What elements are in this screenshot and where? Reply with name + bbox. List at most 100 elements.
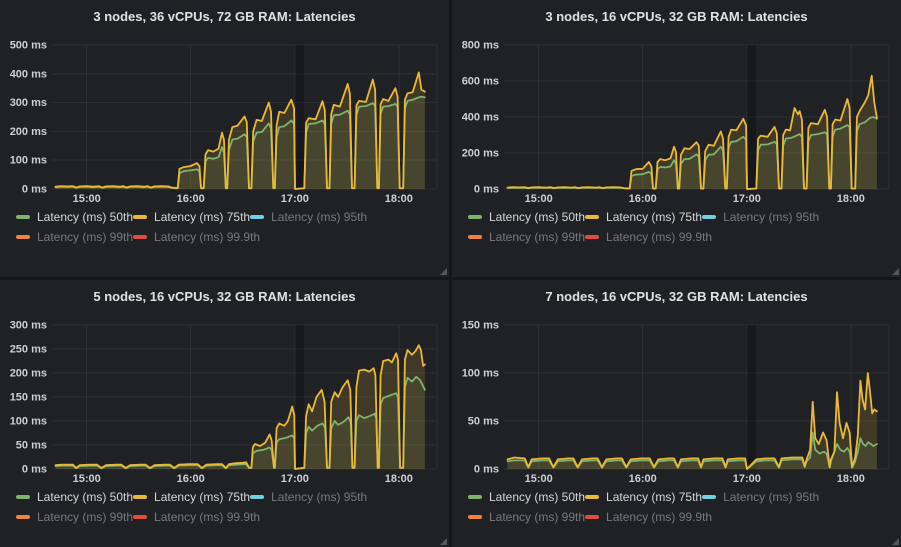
latency-chart-3n-16c[interactable]: 0 ms 200 ms 400 ms 600 ms 800 ms 15:00 16:00 17… [460,37,893,205]
panel-7-nodes-16-vcpus: 7 nodes, 16 vCPUs, 32 GB RAM: Latencies … [452,280,901,547]
p99-series-swatch-icon [16,235,30,239]
p999-series-swatch-icon [133,515,148,519]
p50-series-swatch-icon [468,215,482,219]
panel-title[interactable]: 7 nodes, 16 vCPUs, 32 GB RAM: Latencies [545,289,808,304]
panel-5-nodes-16-vcpus: 5 nodes, 16 vCPUs, 32 GB RAM: Latencies … [0,280,449,547]
svg-text:150 ms: 150 ms [10,392,47,404]
p95-series-swatch-icon [702,495,717,499]
legend-row: Latency (ms) 99th Latency (ms) 99.9th [16,227,441,247]
svg-text:0 ms: 0 ms [22,184,47,196]
legend-item-label: Latency (ms) 95th [723,490,820,504]
legend-item-p99[interactable]: Latency (ms) 99th [16,230,133,244]
legend-item-p95[interactable]: Latency (ms) 95th [250,490,367,504]
legend-item-p50[interactable]: Latency (ms) 50th [16,490,133,504]
legend: Latency (ms) 50th Latency (ms) 75th Latenc… [460,205,893,247]
legend-item-label: Latency (ms) 50th [489,210,586,224]
legend-row: Latency (ms) 99th Latency (ms) 99.9th [16,507,441,527]
legend-item-p50[interactable]: Latency (ms) 50th [468,490,585,504]
legend-item-p75[interactable]: Latency (ms) 75th [585,490,702,504]
svg-text:15:00: 15:00 [73,193,101,205]
p75-series-swatch-icon [133,495,148,499]
svg-text:200 ms: 200 ms [10,368,47,380]
legend-item-p75[interactable]: Latency (ms) 75th [133,490,250,504]
panel-title[interactable]: 3 nodes, 36 vCPUs, 72 GB RAM: Latencies [93,9,356,24]
p999-series-swatch-icon [585,515,600,519]
legend-item-p99[interactable]: Latency (ms) 99th [468,510,585,524]
p95-series-swatch-icon [702,215,717,219]
legend-row: Latency (ms) 50th Latency (ms) 75th Latenc… [468,207,893,227]
svg-text:100 ms: 100 ms [10,416,47,428]
legend: Latency (ms) 50th Latency (ms) 75th Latenc… [8,205,441,247]
panel-title[interactable]: 5 nodes, 16 vCPUs, 32 GB RAM: Latencies [93,289,356,304]
panel-resize-handle[interactable] [892,268,899,275]
legend-item-label: Latency (ms) 50th [37,210,134,224]
legend-item-p999[interactable]: Latency (ms) 99.9th [585,230,712,244]
svg-text:16:00: 16:00 [177,473,205,485]
latency-chart-5n-16c[interactable]: 0 ms 50 ms 100 ms 150 ms 200 ms 250 ms 300 ms 1… [8,317,441,485]
svg-text:15:00: 15:00 [73,473,101,485]
svg-text:150 ms: 150 ms [462,320,499,332]
svg-text:600 ms: 600 ms [462,76,499,88]
legend-item-label: Latency (ms) 99th [37,230,134,244]
svg-text:17:00: 17:00 [733,193,761,205]
latency-chart-3n-36c[interactable]: 0 ms 100 ms 200 ms 300 ms 400 ms 500 ms 15:00 1… [8,37,441,205]
legend-item-label: Latency (ms) 75th [154,490,251,504]
legend-row: Latency (ms) 50th Latency (ms) 75th Latenc… [16,487,441,507]
legend-item-p75[interactable]: Latency (ms) 75th [133,210,250,224]
svg-text:15:00: 15:00 [525,473,553,485]
legend-row: Latency (ms) 50th Latency (ms) 75th Latenc… [16,207,441,227]
legend-item-label: Latency (ms) 99.9th [606,510,713,524]
legend-item-p99[interactable]: Latency (ms) 99th [468,230,585,244]
legend-item-p50[interactable]: Latency (ms) 50th [468,210,585,224]
legend-item-p50[interactable]: Latency (ms) 50th [16,210,133,224]
legend-item-label: Latency (ms) 99th [37,510,134,524]
legend-row: Latency (ms) 99th Latency (ms) 99.9th [468,227,893,247]
legend-item-label: Latency (ms) 95th [271,210,368,224]
legend-item-p95[interactable]: Latency (ms) 95th [702,490,819,504]
panel-resize-handle[interactable] [440,268,447,275]
p50-series-swatch-icon [16,495,30,499]
legend-item-p75[interactable]: Latency (ms) 75th [585,210,702,224]
svg-text:300 ms: 300 ms [10,320,47,332]
legend-item-label: Latency (ms) 95th [271,490,368,504]
legend-row: Latency (ms) 50th Latency (ms) 75th Latenc… [468,487,893,507]
svg-text:50 ms: 50 ms [468,416,499,428]
p99-series-swatch-icon [468,235,482,239]
legend-item-label: Latency (ms) 99.9th [606,230,713,244]
panel-3-nodes-36-vcpus: 3 nodes, 36 vCPUs, 72 GB RAM: Latencies … [0,0,449,277]
legend-item-p99[interactable]: Latency (ms) 99th [16,510,133,524]
svg-text:18:00: 18:00 [837,193,865,205]
legend-item-p999[interactable]: Latency (ms) 99.9th [133,510,260,524]
panel-3-nodes-16-vcpus: 3 nodes, 16 vCPUs, 32 GB RAM: Latencies … [452,0,901,277]
legend-row: Latency (ms) 99th Latency (ms) 99.9th [468,507,893,527]
legend: Latency (ms) 50th Latency (ms) 75th Latenc… [8,485,441,527]
p50-series-swatch-icon [16,215,30,219]
panel-title[interactable]: 3 nodes, 16 vCPUs, 32 GB RAM: Latencies [545,9,808,24]
svg-text:500 ms: 500 ms [10,40,47,52]
svg-text:18:00: 18:00 [385,473,413,485]
svg-text:400 ms: 400 ms [10,68,47,80]
legend: Latency (ms) 50th Latency (ms) 75th Latenc… [460,485,893,527]
latency-chart-7n-16c[interactable]: 0 ms 50 ms 100 ms 150 ms 15:00 16:00 17:00 18:0… [460,317,893,485]
panel-resize-handle[interactable] [892,538,899,545]
p75-series-swatch-icon [585,495,600,499]
p95-series-swatch-icon [250,215,265,219]
svg-text:0 ms: 0 ms [22,464,47,476]
p999-series-swatch-icon [585,235,600,239]
p50-series-swatch-icon [468,495,482,499]
legend-item-label: Latency (ms) 99.9th [154,510,261,524]
svg-text:17:00: 17:00 [733,473,761,485]
p99-series-swatch-icon [468,515,482,519]
p75-series-swatch-icon [585,215,600,219]
legend-item-label: Latency (ms) 75th [606,490,703,504]
svg-text:50 ms: 50 ms [16,440,47,452]
legend-item-p95[interactable]: Latency (ms) 95th [702,210,819,224]
legend-item-p95[interactable]: Latency (ms) 95th [250,210,367,224]
legend-item-p999[interactable]: Latency (ms) 99.9th [133,230,260,244]
svg-text:16:00: 16:00 [629,473,657,485]
panel-resize-handle[interactable] [440,538,447,545]
svg-text:18:00: 18:00 [385,193,413,205]
legend-item-label: Latency (ms) 99.9th [154,230,261,244]
legend-item-p999[interactable]: Latency (ms) 99.9th [585,510,712,524]
